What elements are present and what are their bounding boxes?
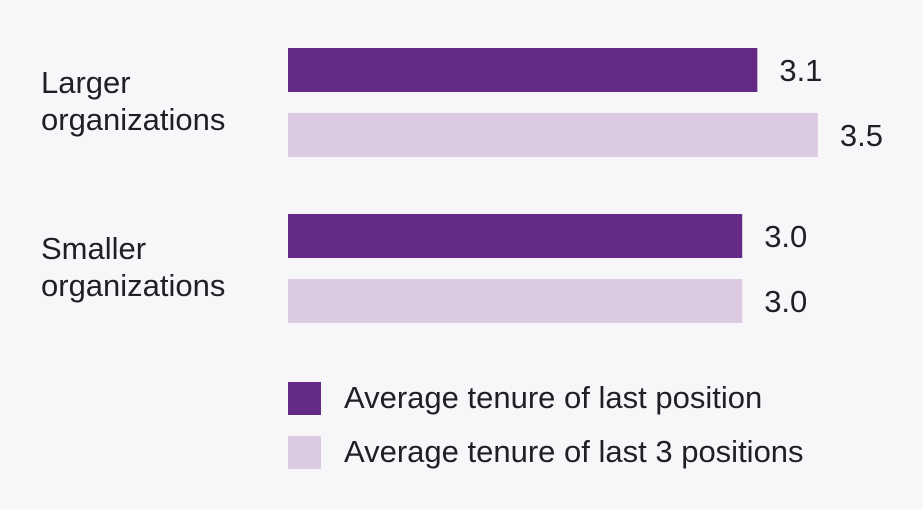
value-label-smaller-series-0: 3.0 xyxy=(764,219,807,254)
bar-larger-series-1 xyxy=(288,113,818,157)
value-label-larger-series-1: 3.5 xyxy=(840,118,883,153)
legend-label-last-position: Average tenure of last position xyxy=(344,380,763,415)
bar-smaller-series-1 xyxy=(288,279,743,323)
chart-legend: Average tenure of last position Average … xyxy=(288,378,804,486)
legend-swatch-last-position xyxy=(288,381,321,415)
bar-smaller-series-0 xyxy=(288,214,743,258)
legend-label-last-3-positions: Average tenure of last 3 positions xyxy=(344,434,804,469)
legend-item-last-position: Average tenure of last position xyxy=(288,378,804,418)
bar-larger-series-0 xyxy=(288,48,758,92)
category-label-smaller: Smaller organizations xyxy=(41,231,225,303)
value-label-smaller-series-1: 3.0 xyxy=(764,284,807,319)
legend-item-last-3-positions: Average tenure of last 3 positions xyxy=(288,432,804,472)
value-label-larger-series-0: 3.1 xyxy=(779,53,822,88)
category-label-larger: Larger organizations xyxy=(41,65,225,137)
legend-swatch-last-3-positions xyxy=(288,435,321,469)
